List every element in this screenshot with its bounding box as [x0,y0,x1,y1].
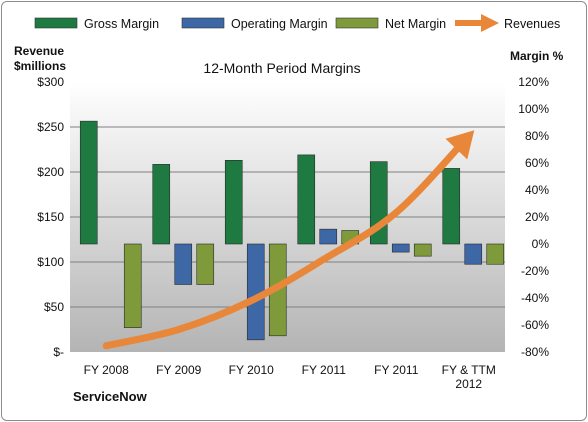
revenue-arrow-group [102,130,475,350]
right-tick-label: 80% [525,129,549,143]
bar-operating-margin-4 [319,228,338,245]
right-tick-label: 20% [525,210,549,224]
legend-label: Revenues [504,17,560,31]
revenue-arrowhead [445,130,475,160]
right-tick-label: -80% [521,345,549,359]
right-axis-ticks: -80% -60% -40% -20% 0% 20% 40% 60% 80% 100% 120% [518,75,549,359]
bar-gross-margin-2 [152,164,171,245]
right-tick-label: -40% [521,291,549,305]
legend-arrowhead [481,14,499,32]
left-tick-label: $200 [37,165,64,179]
left-tick-label: $250 [37,120,64,134]
revenue-line [102,132,473,350]
bar-gross-margin-3 [224,160,243,245]
bar-gross-margin-1 [79,120,98,245]
legend-item-revenues: Revenues [455,14,560,32]
x-tick-label: FY 2010 [229,363,274,377]
x-tick-label: FY 2009 [156,363,201,377]
right-tick-label: 100% [518,102,549,116]
bar-net-margin-5 [413,243,432,257]
left-tick-label: $300 [37,75,64,89]
bar-operating-margin-2 [174,243,193,285]
left-tick-label: $150 [37,210,64,224]
left-tick-label: $50 [44,300,64,314]
legend-label: Net Margin [385,17,446,31]
right-tick-label: 0% [532,237,550,251]
right-axis-title: Margin % [510,49,564,63]
legend-label: Operating Margin [231,17,328,31]
left-axis-ticks: $- $50 $100 $150 $200 $250 $300 [37,75,64,359]
legend-swatch [335,17,379,29]
left-tick-label: $100 [37,255,64,269]
x-tick-label: 2012 [455,377,482,391]
bar-operating-margin-6 [464,243,483,265]
legend-item-net-margin: Net Margin [335,17,446,31]
left-axis-title-line-1: Revenue [14,44,64,58]
legend: Gross Margin Operating Margin Net Margin Re… [34,14,560,32]
chart-title: 12-Month Period Margins [203,60,360,76]
x-tick-label: FY 2008 [84,363,129,377]
legend-label: Gross Margin [84,17,159,31]
x-tick-label: FY & TTM [442,363,496,377]
legend-item-gross-margin: Gross Margin [34,17,159,31]
bar-net-margin-1 [123,243,142,328]
bar-gross-margin-4 [297,154,316,245]
legend-swatch [34,17,78,29]
bars [79,120,505,341]
right-tick-label: 120% [518,75,549,89]
gridlines [70,126,505,308]
right-tick-label: -20% [521,264,549,278]
x-tick-label: FY 2011 [374,363,419,377]
legend-item-operating-margin: Operating Margin [181,17,328,31]
x-tick-label: FY 2011 [302,363,347,377]
company-label: ServiceNow [73,389,148,404]
legend-swatch [181,17,225,29]
right-tick-label: 60% [525,156,549,170]
left-tick-label: $- [53,345,64,359]
bar-net-margin-6 [486,243,505,265]
right-tick-label: -60% [521,318,549,332]
bar-gross-margin-6 [442,168,461,245]
bar-operating-margin-5 [391,243,410,253]
right-tick-label: 40% [525,183,549,197]
left-axis-title-line-2: $millions [14,59,66,73]
x-axis-ticks: FY 2008 FY 2009 FY 2010 FY 2011 FY 2011 FY & … [84,363,496,391]
bar-net-margin-2 [196,243,215,285]
